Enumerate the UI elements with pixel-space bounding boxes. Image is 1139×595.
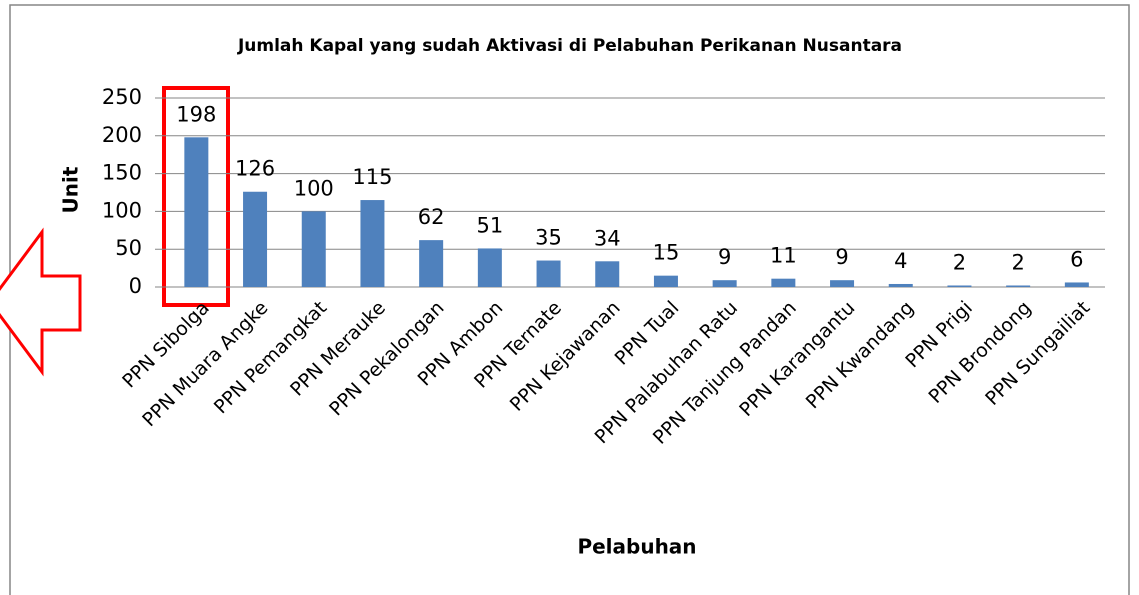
- data-label: 15: [653, 241, 680, 265]
- bar: [301, 211, 326, 287]
- data-label: 34: [594, 226, 621, 250]
- data-label: 9: [718, 245, 731, 269]
- y-tick-label: 100: [102, 198, 142, 222]
- bar: [653, 275, 678, 287]
- bar: [243, 191, 268, 287]
- bar: [712, 280, 737, 287]
- y-tick-label: 150: [102, 161, 142, 185]
- y-axis-title: Unit: [59, 166, 83, 213]
- bar: [947, 285, 972, 287]
- data-label: 11: [770, 244, 797, 268]
- data-label: 2: [1011, 250, 1024, 274]
- data-label: 62: [418, 205, 445, 229]
- data-label: 9: [835, 245, 848, 269]
- bar: [595, 261, 620, 287]
- highlight-box: [162, 86, 230, 307]
- data-label: 35: [535, 226, 562, 250]
- bar: [1064, 282, 1089, 287]
- bar: [184, 137, 209, 287]
- bar: [1006, 285, 1031, 287]
- bar: [419, 240, 444, 287]
- bar: [830, 280, 855, 287]
- bar: [536, 260, 561, 287]
- data-label: 198: [176, 102, 216, 126]
- data-label: 100: [294, 176, 334, 200]
- y-tick-label: 250: [102, 85, 142, 109]
- y-tick-label: 50: [115, 236, 142, 260]
- y-tick-label: 0: [129, 274, 142, 298]
- data-label: 126: [235, 157, 275, 181]
- data-label: 51: [476, 213, 503, 237]
- chart-title: Jumlah Kapal yang sudah Aktivasi di Pela…: [237, 36, 902, 56]
- y-tick-label: 200: [102, 123, 142, 147]
- chart-frame: [9, 4, 1130, 595]
- data-label: 115: [352, 165, 392, 189]
- bar: [477, 248, 502, 287]
- bar: [360, 200, 385, 287]
- data-label: 2: [953, 250, 966, 274]
- arrow: [0, 227, 82, 377]
- data-label: 6: [1070, 247, 1083, 271]
- bar: [888, 283, 913, 287]
- bar: [771, 278, 796, 287]
- x-axis-title: Pelabuhan: [577, 535, 696, 559]
- data-label: 4: [894, 249, 907, 273]
